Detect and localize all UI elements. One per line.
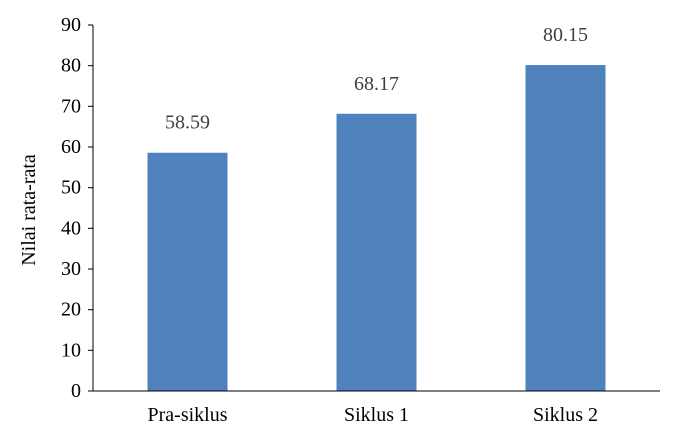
y-tick-label: 60 xyxy=(61,136,81,158)
x-category-label: Siklus 1 xyxy=(344,404,409,426)
y-tick-label: 10 xyxy=(61,339,81,361)
data-label: 58.59 xyxy=(165,112,210,134)
bar xyxy=(336,113,417,391)
y-axis-ticks: 0 10 20 30 40 50 60 70 80 90 xyxy=(61,14,93,402)
y-axis-title: Nilai rata-rata xyxy=(18,154,40,266)
x-category-label: Siklus 2 xyxy=(533,404,598,426)
y-tick-label: 30 xyxy=(61,258,81,280)
data-label: 68.17 xyxy=(354,73,399,95)
x-category-label: Pra-siklus xyxy=(148,404,228,426)
bar xyxy=(525,65,606,391)
bars xyxy=(147,65,606,391)
category-labels: Pra-siklus Siklus 1 Siklus 2 xyxy=(148,404,599,426)
y-tick-label: 50 xyxy=(61,177,81,199)
y-tick-label: 0 xyxy=(71,380,81,402)
y-tick-label: 90 xyxy=(61,14,81,36)
bar xyxy=(147,152,228,391)
y-tick-label: 20 xyxy=(61,299,81,321)
data-label: 80.15 xyxy=(543,24,588,46)
data-labels: 58.59 68.17 80.15 xyxy=(165,24,588,134)
y-tick-label: 40 xyxy=(61,217,81,239)
y-tick-label: 70 xyxy=(61,95,81,117)
y-tick-label: 80 xyxy=(61,55,81,77)
